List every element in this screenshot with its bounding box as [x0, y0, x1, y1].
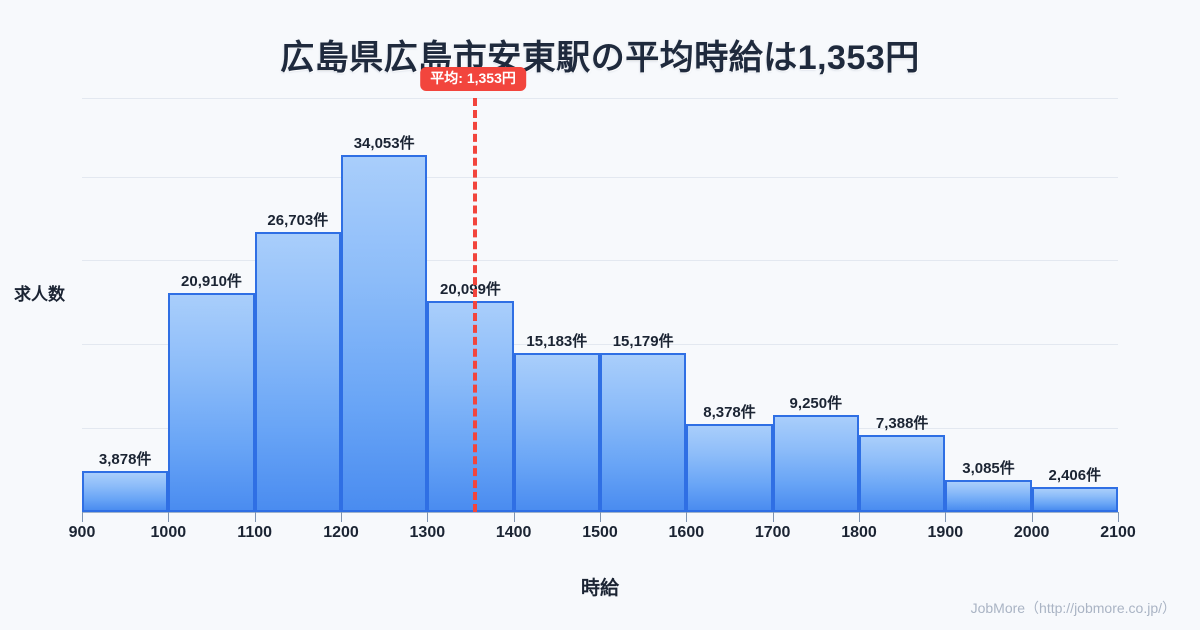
histogram-bar[interactable] — [772, 415, 859, 512]
x-axis-tick-label: 1000 — [150, 524, 187, 541]
histogram-bar[interactable] — [427, 301, 514, 512]
x-axis-tick — [168, 512, 170, 522]
x-axis-tick — [513, 512, 515, 522]
x-axis-tick-label: 1700 — [754, 524, 791, 541]
bar-value-label: 3,085件 — [962, 459, 1015, 477]
plot-area: 3,878件 20,910件 26,703件 34,053件 20,099件 15,183… — [82, 67, 1118, 512]
bar-value-label: 26,703件 — [267, 212, 329, 230]
bar-value-label: 20,910件 — [181, 272, 242, 290]
histogram-bar[interactable] — [513, 352, 600, 512]
bar-value-label: 15,179件 — [612, 332, 674, 350]
gridline — [82, 260, 1118, 262]
x-axis-tick-label: 2000 — [1013, 524, 1050, 541]
histogram-bar[interactable] — [341, 155, 428, 512]
gridline — [82, 176, 1118, 178]
average-line — [473, 98, 478, 512]
x-axis-tick-label: 1500 — [582, 524, 618, 541]
bar-value-label: 34,053件 — [353, 135, 415, 153]
x-axis-tick-label: 1400 — [495, 524, 532, 541]
histogram-bar[interactable] — [859, 434, 946, 512]
footer-credit: JobMore（http://jobmore.co.jp/） — [970, 600, 1176, 616]
bar-value-label: 3,878件 — [98, 451, 152, 469]
x-axis-tick — [686, 512, 688, 522]
x-axis-tick — [254, 512, 256, 522]
x-axis-tick-label: 2100 — [1100, 524, 1136, 541]
gridline — [82, 344, 1118, 346]
histogram-bar[interactable] — [686, 424, 773, 512]
x-axis-tick-label: 1800 — [841, 524, 877, 541]
bar-value-label: 20,099件 — [440, 281, 501, 299]
x-axis-tick-label: 1600 — [668, 524, 705, 541]
average-badge: 平均: 1,353円 — [420, 67, 526, 92]
x-axis-tick — [1118, 512, 1119, 522]
bar-value-label: 7,388件 — [875, 414, 929, 432]
histogram-bar[interactable] — [82, 471, 169, 512]
bar-value-label: 2,406件 — [1048, 466, 1102, 484]
x-axis-title: 時給 — [580, 578, 619, 599]
bar-value-label: 8,378件 — [703, 404, 756, 422]
x-axis-tick-label: 1900 — [927, 524, 964, 541]
x-axis-tick-label: 1200 — [323, 524, 359, 541]
histogram-bar[interactable] — [600, 352, 687, 512]
histogram-bar[interactable] — [168, 292, 255, 512]
y-axis-title: 求人数 — [14, 285, 65, 304]
histogram-bar[interactable] — [254, 232, 341, 512]
x-axis-tick — [945, 512, 947, 522]
gridline — [82, 98, 1118, 99]
x-axis-tick — [600, 512, 601, 522]
x-axis-tick — [341, 512, 342, 522]
histogram-bar[interactable] — [1031, 486, 1118, 512]
x-axis-tick-label: 1100 — [237, 524, 273, 541]
x-axis-tick — [82, 512, 83, 522]
histogram-bar[interactable] — [945, 479, 1032, 512]
bar-value-label: 15,183件 — [526, 332, 588, 350]
page-title: 広島県広島市安東駅の平均時給は1,353円 — [280, 39, 920, 77]
x-axis-tick — [859, 512, 860, 522]
x-axis-tick-label: 1300 — [409, 524, 446, 541]
x-axis-tick — [1031, 512, 1033, 522]
bar-value-label: 9,250件 — [789, 395, 843, 413]
x-axis-tick — [427, 512, 429, 522]
x-axis-tick-label: 900 — [68, 524, 96, 541]
x-axis-tick — [772, 512, 774, 522]
